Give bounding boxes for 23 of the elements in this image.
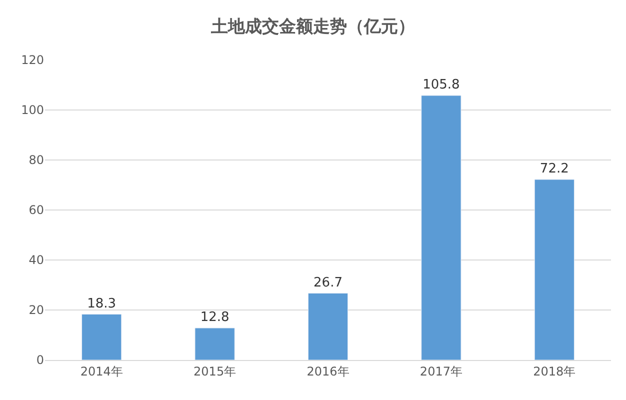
y-tick-label: 100 (21, 103, 44, 118)
y-tick-label: 40 (28, 253, 44, 268)
bar (421, 95, 462, 360)
bar (82, 314, 122, 360)
data-label: 105.8 (422, 78, 460, 92)
x-tick-label: 2014年 (80, 364, 123, 378)
y-tick-label: 80 (28, 153, 44, 168)
x-tick-label: 2015年 (194, 364, 236, 378)
data-label: 18.3 (87, 296, 116, 312)
data-label: 12.8 (200, 310, 230, 325)
data-label: 26.7 (314, 275, 342, 290)
x-tick-label: 2016年 (306, 364, 350, 378)
y-tick-label: 20 (28, 303, 44, 318)
x-tick-label: 2017年 (420, 364, 462, 378)
bar (194, 328, 235, 360)
chart-title: 土地成交金额走势（亿元） (210, 16, 415, 37)
data-label: 72.2 (540, 162, 569, 176)
y-tick-label: 60 (28, 203, 44, 218)
x-tick-label: 2018年 (533, 364, 576, 378)
y-tick-label: 0 (36, 353, 44, 368)
bar (308, 293, 348, 360)
bar (534, 179, 574, 360)
y-tick-label: 120 (21, 53, 44, 68)
